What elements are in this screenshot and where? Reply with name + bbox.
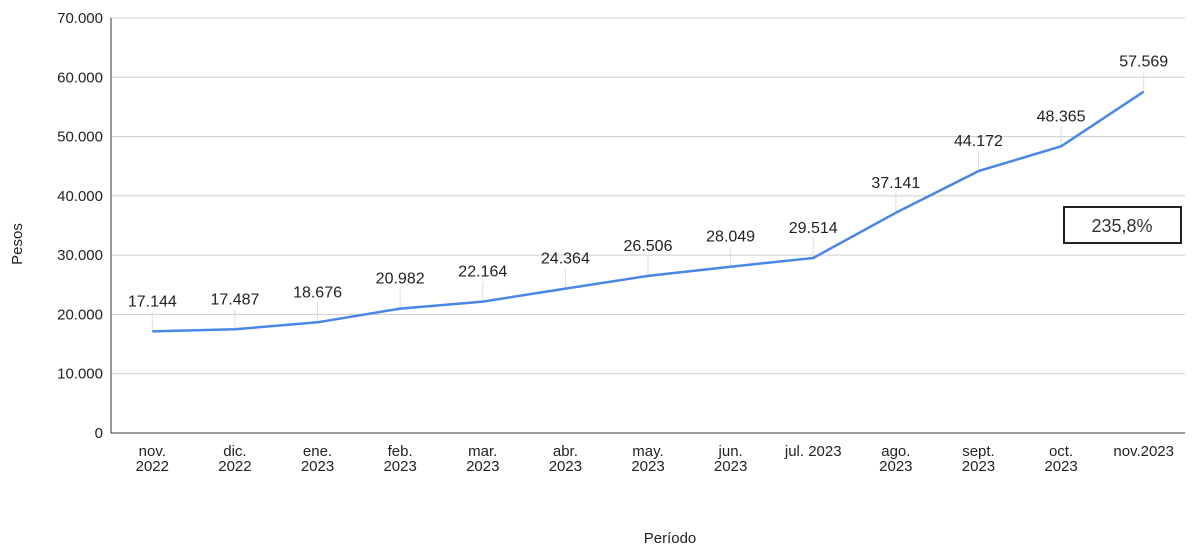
- data-label: 26.506: [624, 238, 673, 255]
- x-tick-label: nov.2023: [1113, 443, 1174, 460]
- x-tick-label-line: jun.: [718, 443, 743, 460]
- y-axis-ticks: 0 10.000 20.000 30.000 40.000 50.000 60.000 70.…: [57, 10, 103, 442]
- x-axis-title: Período: [644, 530, 697, 547]
- y-tick-label: 50.000: [57, 129, 103, 146]
- x-tick-label-line: ago.: [881, 443, 910, 460]
- x-tick-label-line: sept.: [962, 443, 995, 460]
- x-tick-label-line: abr.: [553, 443, 578, 460]
- x-tick-label-line: 2023: [383, 458, 416, 475]
- x-tick-label-line: 2023: [1044, 458, 1077, 475]
- x-tick-label: sept. 2023: [962, 443, 995, 475]
- data-label: 37.141: [871, 175, 920, 192]
- x-tick-label-line: jul. 2023: [784, 443, 842, 460]
- y-tick-label: 20.000: [57, 306, 103, 323]
- x-tick-label-line: 2023: [549, 458, 582, 475]
- x-tick-label-line: mar.: [468, 443, 497, 460]
- data-label: 48.365: [1037, 108, 1086, 125]
- data-label: 44.172: [954, 133, 1003, 150]
- data-labels: 17.144 17.487 18.676 20.982 22.164 24.364 26.5…: [128, 54, 1168, 311]
- x-tick-label: dic. 2022: [218, 443, 251, 475]
- x-tick-label-line: feb.: [388, 443, 413, 460]
- x-tick-label: nov. 2022: [136, 443, 169, 475]
- x-tick-label: feb. 2023: [383, 443, 416, 475]
- x-tick-label: mar. 2023: [466, 443, 499, 475]
- data-label: 17.487: [210, 291, 259, 308]
- data-label: 17.144: [128, 293, 177, 310]
- data-label: 29.514: [789, 220, 838, 237]
- x-tick-label-line: 2023: [301, 458, 334, 475]
- x-tick-label-line: dic.: [223, 443, 246, 460]
- data-label: 24.364: [541, 251, 590, 268]
- x-tick-label: may. 2023: [631, 443, 664, 475]
- x-tick-label: jul. 2023: [784, 443, 842, 460]
- y-axis-title: Pesos: [9, 223, 26, 265]
- data-label: 20.982: [376, 271, 425, 288]
- gridlines: [111, 17, 1185, 375]
- x-tick-label-line: nov.2023: [1113, 443, 1174, 460]
- annotation-text: 235,8%: [1091, 216, 1152, 236]
- data-label: 18.676: [293, 284, 342, 301]
- y-tick-label: 10.000: [57, 366, 103, 383]
- y-tick-label: 60.000: [57, 69, 103, 86]
- y-tick-label: 0: [95, 425, 103, 442]
- data-label: 57.569: [1119, 54, 1168, 71]
- data-label-leaders: [151, 71, 1145, 332]
- y-tick-label: 70.000: [57, 10, 103, 27]
- x-tick-label-line: 2022: [218, 458, 251, 475]
- x-tick-label-line: oct.: [1049, 443, 1073, 460]
- data-label: 22.164: [458, 264, 507, 281]
- x-tick-label-line: ene.: [303, 443, 332, 460]
- x-tick-label-line: nov.: [139, 443, 166, 460]
- percent-change-annotation: 235,8%: [1063, 206, 1182, 244]
- series-line: [152, 90, 1145, 333]
- annotation-box: [1063, 206, 1182, 244]
- data-label: 28.049: [706, 229, 755, 246]
- y-tick-label: 30.000: [57, 247, 103, 264]
- x-tick-label-line: 2023: [466, 458, 499, 475]
- x-tick-label-line: may.: [632, 443, 663, 460]
- x-tick-label: ago. 2023: [879, 443, 912, 475]
- x-tick-label-line: 2023: [714, 458, 747, 475]
- y-tick-label: 40.000: [57, 188, 103, 205]
- x-tick-label-line: 2023: [962, 458, 995, 475]
- x-tick-label-line: 2022: [136, 458, 169, 475]
- x-tick-label-line: 2023: [879, 458, 912, 475]
- x-tick-label: oct. 2023: [1044, 443, 1077, 475]
- x-tick-label: ene. 2023: [301, 443, 334, 475]
- x-tick-label: abr. 2023: [549, 443, 582, 475]
- x-tick-label: jun. 2023: [714, 443, 747, 475]
- x-tick-label-line: 2023: [631, 458, 664, 475]
